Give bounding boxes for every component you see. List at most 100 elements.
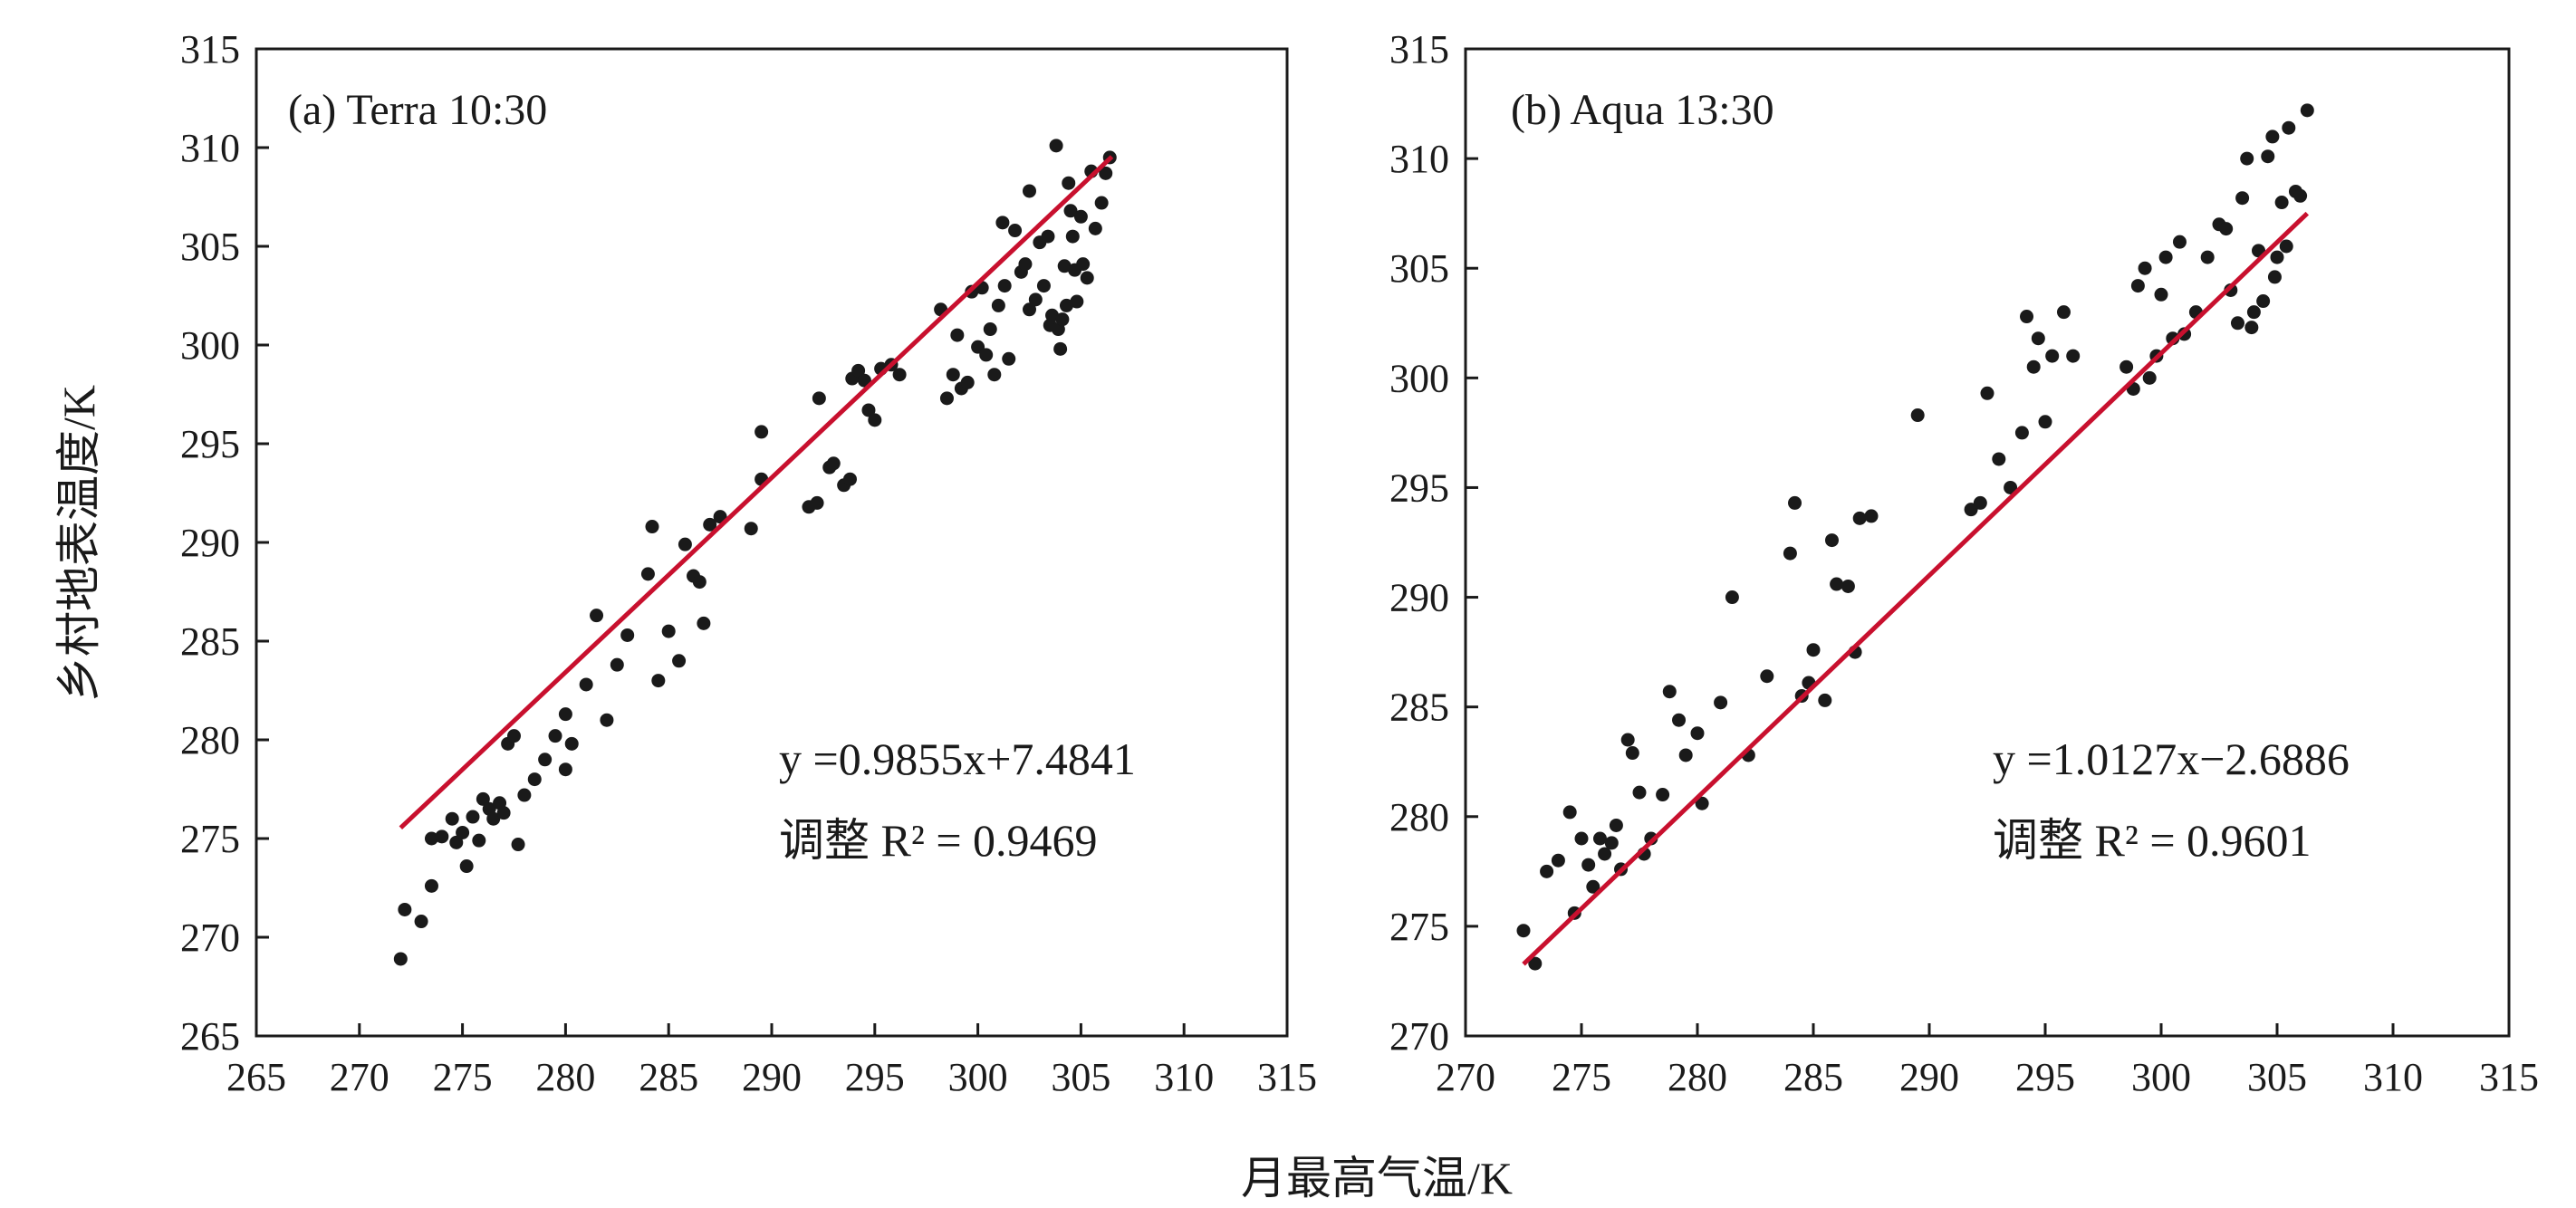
panel-a-data-point	[991, 298, 1005, 312]
panel-b-y-tick-label: 300	[1389, 356, 1449, 400]
panel-b-data-point	[1690, 726, 1705, 741]
panel-a-data-point	[651, 674, 666, 688]
panel-a-data-point	[1041, 229, 1055, 244]
panel-a-data-point	[1059, 298, 1073, 312]
panel-a-data-point	[1065, 229, 1080, 244]
panel-a-data-point	[600, 713, 614, 727]
panel-a-x-tick-label: 315	[1257, 1055, 1317, 1099]
panel-b-regression-line	[1522, 211, 2310, 966]
panel-b-data-point	[2270, 250, 2284, 264]
panel-a-y-tick-label: 275	[180, 817, 240, 861]
panel-a-data-point	[1080, 271, 1094, 285]
panel-a-data-point	[564, 736, 579, 751]
panel-b-data-point	[1678, 748, 1693, 762]
panel-b-data-point	[1581, 858, 1596, 872]
panel-a-data-point	[527, 772, 542, 787]
panel-b-x-tick-label: 280	[1668, 1055, 1727, 1099]
panel-b-x-tick-label: 275	[1552, 1055, 1611, 1099]
panel-b-y-tick-label: 285	[1389, 685, 1449, 730]
panel-b-data-point	[2261, 149, 2275, 164]
panel-b-data-point	[2300, 103, 2314, 118]
panel-b-data-point	[1592, 831, 1607, 846]
panel-b-data-point	[1852, 511, 1867, 525]
panel-b-data-point	[1864, 509, 1879, 523]
panel-a-y-tick-label: 265	[180, 1014, 240, 1059]
panel-b-data-point	[1656, 788, 1670, 802]
panel-b-data-point	[2142, 370, 2157, 385]
panel-a-data-point	[459, 859, 474, 874]
panel-b-data-point	[2031, 331, 2045, 346]
panel-a-data-point	[892, 368, 907, 382]
panel-b-data-point	[1609, 818, 1623, 832]
panel-a-y-ticks: 265 270 275 280 285 290 295 300 305 310 315	[180, 27, 269, 1059]
panel-b-data-point	[2172, 235, 2187, 249]
panel-a-data-point	[1023, 184, 1036, 198]
panel-b-data-point	[1910, 408, 1925, 423]
panel-b-frame	[1464, 47, 2511, 1038]
panel-b-y-ticks: 270 275 280 285 290 295 300 305 310 315	[1389, 27, 1478, 1059]
panel-a-x-tick-label: 290	[742, 1055, 802, 1099]
panel-a-data-point	[590, 609, 604, 623]
panel-a-data-point	[393, 952, 408, 966]
panel-a-data-point	[1062, 176, 1076, 190]
panel-b-data-point	[2130, 279, 2145, 293]
panel-a-x-tick-label: 265	[226, 1055, 286, 1099]
panel-a-data-point	[868, 413, 882, 427]
panel-b-data-point	[1841, 579, 1855, 593]
panel-b-data-point	[1818, 693, 1832, 707]
panel-a-data-point	[424, 878, 438, 893]
panel-b-data-point	[2038, 415, 2052, 429]
panel-a-title: (a) Terra 10:30	[288, 86, 547, 134]
panel-a-data-point	[1002, 351, 1016, 366]
panel-b-data-point	[2158, 250, 2173, 264]
panel-a-data-point	[496, 806, 511, 820]
panel-b-data-point	[2244, 321, 2259, 335]
panel-a-data-point	[1008, 224, 1023, 238]
panel-a-x-tick-label: 295	[845, 1055, 905, 1099]
panel-b-data-point	[2235, 191, 2250, 206]
panel-a-data-point	[449, 835, 464, 849]
panel-b-data-point	[1604, 836, 1619, 850]
panel-b-points	[1516, 103, 2314, 971]
panel-a-y-tick-label: 280	[180, 718, 240, 762]
panel-b-data-point	[1980, 386, 1994, 400]
panel-a-data-point	[950, 328, 965, 342]
panel-a-terra: 265 270 275 280 285 290 295 300 305 310 315 265 270…	[180, 27, 1317, 1099]
panel-a-data-point	[645, 520, 659, 534]
panel-a-data-point	[1055, 312, 1070, 327]
panel-a-data-point	[548, 729, 562, 743]
panel-b-x-tick-label: 290	[1899, 1055, 1959, 1099]
panel-b-data-point	[2282, 120, 2296, 135]
panel-b-data-point	[1830, 577, 1844, 591]
panel-a-data-point	[661, 624, 676, 638]
panel-b-data-point	[2279, 239, 2293, 254]
x-axis-title: 月最高气温/K	[1241, 1153, 1513, 1203]
panel-b-data-point	[1551, 853, 1565, 868]
panel-a-data-point	[466, 810, 480, 824]
panel-a-data-point	[620, 628, 635, 642]
panel-a-data-point	[414, 915, 428, 929]
panel-a-data-point	[476, 791, 490, 806]
panel-b-x-tick-label: 295	[2015, 1055, 2075, 1099]
panel-a-data-point	[579, 677, 593, 692]
panel-a-x-tick-label: 305	[1051, 1055, 1110, 1099]
panel-a-data-point	[1073, 209, 1088, 224]
panel-a-data-point	[1088, 221, 1102, 235]
panel-b-data-point	[1562, 805, 1577, 820]
panel-b-data-point	[2004, 480, 2018, 494]
panel-b-data-point	[2138, 261, 2152, 275]
panel-b-data-point	[1540, 864, 1554, 878]
panel-b-x-tick-label: 300	[2131, 1055, 2191, 1099]
panel-a-x-tick-label: 280	[535, 1055, 595, 1099]
panel-a-y-tick-label: 300	[180, 323, 240, 368]
panel-a-data-point	[1049, 139, 1063, 153]
panel-a-data-point	[435, 829, 449, 844]
panel-b-data-point	[1672, 713, 1687, 727]
panel-a-data-point	[445, 811, 459, 826]
panel-a-data-point	[678, 537, 692, 551]
panel-a-data-point	[812, 391, 826, 406]
panel-b-fit	[1522, 211, 2310, 966]
panel-a-data-point	[1045, 308, 1060, 322]
panel-b-data-point	[2230, 316, 2244, 331]
panel-b-y-tick-label: 290	[1389, 576, 1449, 620]
